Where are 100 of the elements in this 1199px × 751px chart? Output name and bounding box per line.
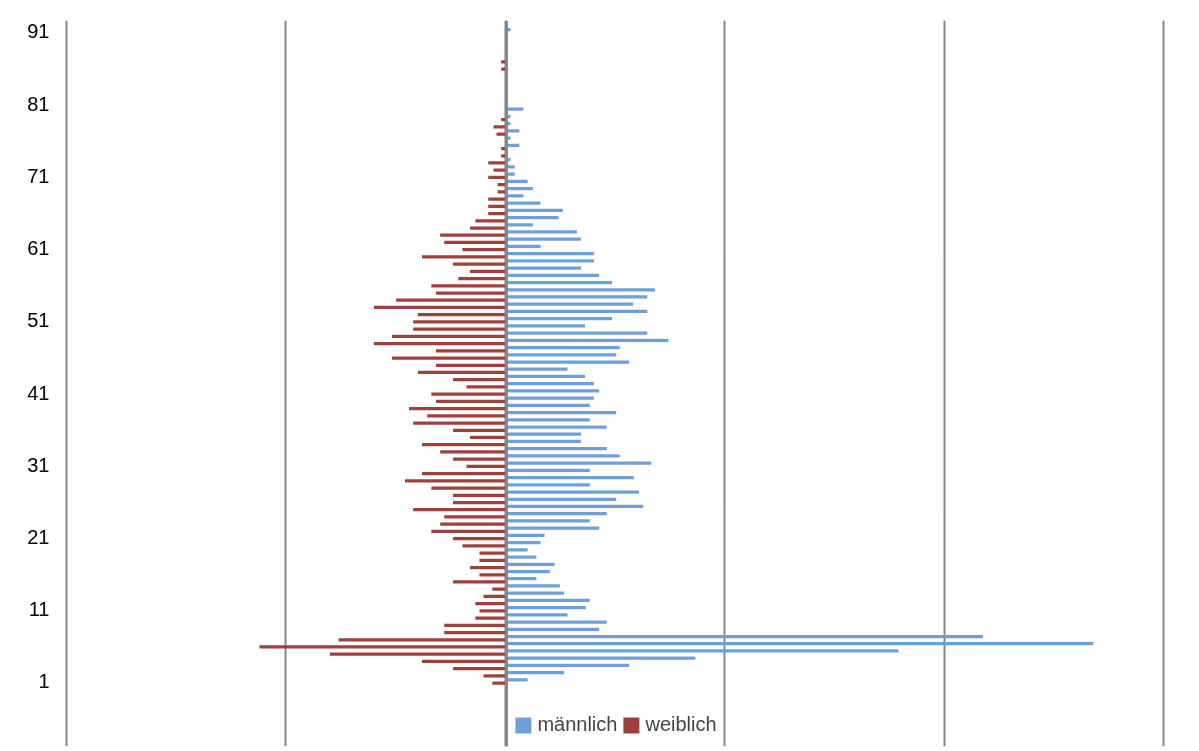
bar [506,360,630,364]
bar [506,425,607,429]
bar [329,652,507,656]
bar [440,450,507,454]
bar [470,226,507,230]
bar [506,562,555,566]
bar [506,266,581,270]
bar [444,623,507,627]
bar [506,403,590,407]
bar [453,378,507,382]
legend-label: männlich [537,713,618,736]
bar [506,671,564,675]
bar [453,580,507,584]
bar [506,165,515,169]
bar [506,215,559,220]
bar [506,642,1094,646]
bar [373,305,507,310]
bar [506,454,620,458]
bar [506,418,590,422]
legend-label: weiblich [645,713,717,736]
bar [506,620,607,624]
bar [506,208,563,212]
bar [506,663,630,668]
bar [506,584,560,588]
bar [506,490,640,494]
bar [373,341,507,346]
bar [506,273,600,277]
bar [492,681,507,685]
bar [413,421,507,425]
bar [497,190,507,194]
bar [506,497,617,501]
bar [453,537,507,541]
bar [259,645,507,649]
bar [506,324,586,328]
bar [506,447,607,451]
bar [506,252,594,256]
bar [506,606,586,610]
bar [506,302,634,306]
bar [413,327,507,331]
bar [483,674,507,678]
bar [453,667,507,671]
bar [506,345,620,350]
bar [506,439,581,444]
bar [506,382,594,386]
bar [462,544,507,548]
bar [506,475,634,480]
bar [496,132,507,136]
bar [488,197,507,201]
bar [453,493,507,497]
bar [421,255,507,259]
bar [506,634,983,639]
bar [506,353,617,357]
bar [417,370,507,375]
bar [431,284,507,288]
bar [506,483,590,487]
y-tick-label: 81 [27,92,50,115]
bar [436,399,507,403]
bar [506,259,594,263]
bar [462,248,507,252]
bar [458,276,507,281]
bar [506,201,541,205]
y-tick-label: 51 [27,309,50,332]
bar [453,500,507,505]
bar [506,374,586,379]
y-tick-label: 71 [27,164,50,187]
y-tick-label: 41 [27,381,50,404]
bar [413,320,507,324]
bar [506,237,581,241]
bar [506,504,644,509]
bar [506,519,590,523]
bar [506,410,617,415]
bar [501,67,507,71]
bar [506,432,581,436]
bar [506,526,600,530]
y-tick-label: 21 [27,526,50,549]
bar [404,479,507,483]
bar [479,551,507,555]
bar [506,649,899,653]
bar [413,508,507,512]
bar [506,461,652,465]
bar [488,161,507,165]
bar [396,298,507,302]
bar [506,280,613,285]
bar [409,406,507,411]
bar [506,309,648,314]
bar [436,349,507,353]
bar [444,630,507,635]
bar [440,233,507,237]
bar [506,295,648,299]
bar [506,555,537,559]
bar [417,313,507,317]
bar [506,591,564,595]
y-tick-label: 11 [28,598,50,621]
bar [453,457,507,461]
bar [431,486,507,490]
bar [466,385,507,389]
bar [506,136,511,140]
bar [506,389,600,393]
bar [453,262,507,266]
bar [475,616,507,620]
